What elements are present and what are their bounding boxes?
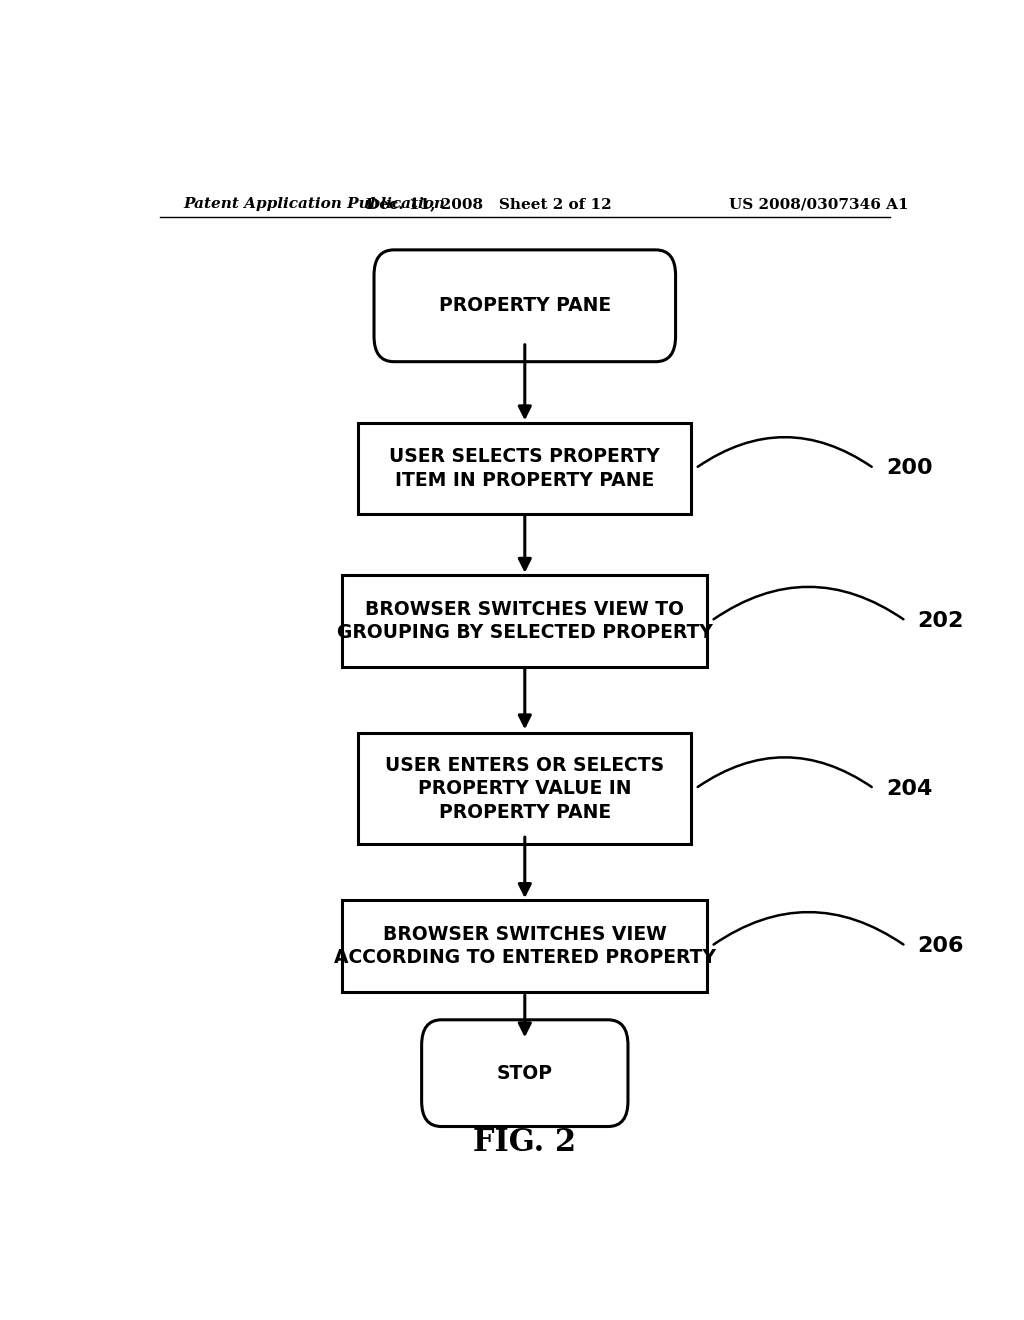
Text: STOP: STOP bbox=[497, 1064, 553, 1082]
Text: BROWSER SWITCHES VIEW TO
GROUPING BY SELECTED PROPERTY: BROWSER SWITCHES VIEW TO GROUPING BY SEL… bbox=[337, 599, 713, 642]
FancyBboxPatch shape bbox=[358, 422, 691, 515]
Text: 200: 200 bbox=[886, 458, 933, 478]
Text: BROWSER SWITCHES VIEW
ACCORDING TO ENTERED PROPERTY: BROWSER SWITCHES VIEW ACCORDING TO ENTER… bbox=[334, 925, 716, 968]
Text: 206: 206 bbox=[918, 936, 965, 956]
Text: FIG. 2: FIG. 2 bbox=[473, 1127, 577, 1158]
Text: US 2008/0307346 A1: US 2008/0307346 A1 bbox=[729, 197, 908, 211]
Text: PROPERTY PANE: PROPERTY PANE bbox=[438, 296, 611, 315]
FancyBboxPatch shape bbox=[342, 576, 708, 667]
FancyBboxPatch shape bbox=[358, 733, 691, 845]
FancyBboxPatch shape bbox=[342, 900, 708, 991]
Text: USER SELECTS PROPERTY
ITEM IN PROPERTY PANE: USER SELECTS PROPERTY ITEM IN PROPERTY P… bbox=[389, 447, 660, 490]
FancyBboxPatch shape bbox=[422, 1020, 628, 1126]
Text: 204: 204 bbox=[886, 779, 932, 799]
Text: 202: 202 bbox=[918, 611, 964, 631]
Text: USER ENTERS OR SELECTS
PROPERTY VALUE IN
PROPERTY PANE: USER ENTERS OR SELECTS PROPERTY VALUE IN… bbox=[385, 755, 665, 821]
Text: Patent Application Publication: Patent Application Publication bbox=[183, 197, 445, 211]
FancyBboxPatch shape bbox=[374, 249, 676, 362]
Text: Dec. 11, 2008   Sheet 2 of 12: Dec. 11, 2008 Sheet 2 of 12 bbox=[367, 197, 612, 211]
